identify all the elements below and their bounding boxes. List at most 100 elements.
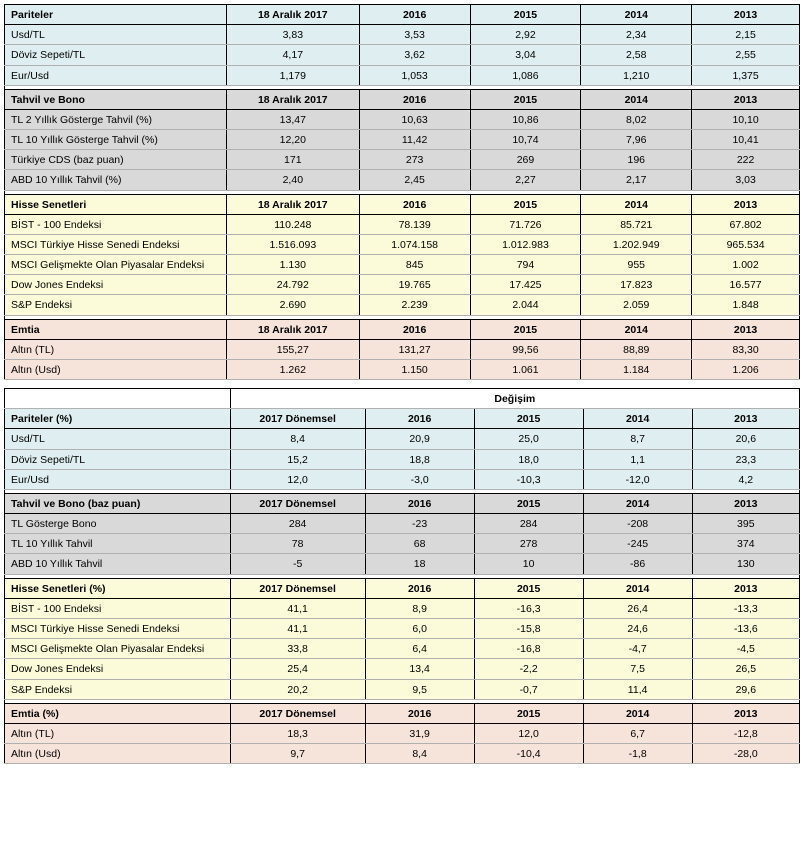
col-header: 2016 — [365, 703, 474, 723]
col-header: 2014 — [581, 194, 692, 214]
row-label: Dow Jones Endeksi — [5, 275, 227, 295]
row-label: TL 10 Yıllık Tahvil — [5, 534, 231, 554]
cell-value: 1.012.983 — [470, 234, 581, 254]
cell-value: 41,1 — [230, 618, 365, 638]
cell-value: 88,89 — [581, 339, 692, 359]
col-header: 2017 Dönemsel — [230, 578, 365, 598]
section-header: Emtia18 Aralık 20172016201520142013 — [5, 319, 800, 339]
section-title: Tahvil ve Bono (baz puan) — [5, 493, 231, 513]
cell-value: 71.726 — [470, 214, 581, 234]
col-header: 2015 — [470, 319, 581, 339]
col-header: 2016 — [365, 409, 474, 429]
cell-value: -28,0 — [692, 744, 799, 764]
cell-value: 11,4 — [583, 679, 692, 699]
row-label: Dow Jones Endeksi — [5, 659, 231, 679]
cell-value: 12,0 — [474, 723, 583, 743]
cell-value: 2,55 — [692, 45, 800, 65]
row-label: Altın (TL) — [5, 339, 227, 359]
cell-value: 24.792 — [226, 275, 359, 295]
cell-value: 3,62 — [359, 45, 470, 65]
col-header: 2013 — [692, 5, 800, 25]
cell-value: 7,96 — [581, 130, 692, 150]
table-row: TL 10 Yıllık Tahvil7868278-245374 — [5, 534, 800, 554]
cell-value: 395 — [692, 514, 799, 534]
cell-value: 23,3 — [692, 449, 799, 469]
cell-value: 18,3 — [230, 723, 365, 743]
section-header: Hisse Senetleri (%)2017 Dönemsel20162015… — [5, 578, 800, 598]
col-header: 2013 — [692, 409, 799, 429]
cell-value: 196 — [581, 150, 692, 170]
cell-value: 1.074.158 — [359, 234, 470, 254]
cell-value: 1,179 — [226, 65, 359, 85]
col-header: 2015 — [470, 89, 581, 109]
cell-value: 1.061 — [470, 359, 581, 379]
cell-value: 10,10 — [692, 109, 800, 129]
row-label: BİST - 100 Endeksi — [5, 598, 231, 618]
cell-value: 10 — [474, 554, 583, 574]
cell-value: 19.765 — [359, 275, 470, 295]
table-row: ABD 10 Yıllık Tahvil (%)2,402,452,272,17… — [5, 170, 800, 190]
row-label: Altın (Usd) — [5, 359, 227, 379]
cell-value: 67.802 — [692, 214, 800, 234]
col-header: 2015 — [470, 5, 581, 25]
cell-value: 26,5 — [692, 659, 799, 679]
row-label: TL 2 Yıllık Gösterge Tahvil (%) — [5, 109, 227, 129]
table-row: BİST - 100 Endeksi110.24878.13971.72685.… — [5, 214, 800, 234]
row-label: Usd/TL — [5, 25, 227, 45]
cell-value: 10,63 — [359, 109, 470, 129]
cell-value: 18,8 — [365, 449, 474, 469]
cell-value: 8,7 — [583, 429, 692, 449]
cell-value: -2,2 — [474, 659, 583, 679]
section-header: Pariteler (%)2017 Dönemsel20162015201420… — [5, 409, 800, 429]
cell-value: 12,20 — [226, 130, 359, 150]
cell-value: 1.150 — [359, 359, 470, 379]
cell-value: 25,0 — [474, 429, 583, 449]
row-label: S&P Endeksi — [5, 679, 231, 699]
cell-value: 6,7 — [583, 723, 692, 743]
row-label: Eur/Usd — [5, 65, 227, 85]
cell-value: 1,375 — [692, 65, 800, 85]
cell-value: 78.139 — [359, 214, 470, 234]
cell-value: 25,4 — [230, 659, 365, 679]
col-header: 2014 — [583, 493, 692, 513]
table-row: MSCI Gelişmekte Olan Piyasalar Endeksi33… — [5, 639, 800, 659]
row-label: Altın (TL) — [5, 723, 231, 743]
col-header: 2014 — [583, 578, 692, 598]
row-label: Usd/TL — [5, 429, 231, 449]
cell-value: 374 — [692, 534, 799, 554]
section-header: Pariteler18 Aralık 20172016201520142013 — [5, 5, 800, 25]
cell-value: 17.823 — [581, 275, 692, 295]
cell-value: 31,9 — [365, 723, 474, 743]
cell-value: 278 — [474, 534, 583, 554]
cell-value: -16,8 — [474, 639, 583, 659]
cell-value: -12,0 — [583, 469, 692, 489]
col-header: 18 Aralık 2017 — [226, 319, 359, 339]
cell-value: 4,17 — [226, 45, 359, 65]
cell-value: -208 — [583, 514, 692, 534]
cell-value: 10,41 — [692, 130, 800, 150]
table-row: MSCI Türkiye Hisse Senedi Endeksi1.516.0… — [5, 234, 800, 254]
section-title: Pariteler (%) — [5, 409, 231, 429]
cell-value: 284 — [474, 514, 583, 534]
cell-value: 8,9 — [365, 598, 474, 618]
cell-value: 2,27 — [470, 170, 581, 190]
col-header: 2016 — [359, 5, 470, 25]
change-values-table: DeğişimPariteler (%)2017 Dönemsel2016201… — [4, 388, 800, 764]
cell-value: 131,27 — [359, 339, 470, 359]
section-title: Tahvil ve Bono — [5, 89, 227, 109]
cell-value: 2.044 — [470, 295, 581, 315]
cell-value: 1.002 — [692, 255, 800, 275]
cell-value: 845 — [359, 255, 470, 275]
cell-value: 155,27 — [226, 339, 359, 359]
cell-value: 2.239 — [359, 295, 470, 315]
row-label: Döviz Sepeti/TL — [5, 449, 231, 469]
change-supertitle-row: Değişim — [5, 389, 800, 409]
cell-value: 2,34 — [581, 25, 692, 45]
cell-value: 41,1 — [230, 598, 365, 618]
row-label: TL 10 Yıllık Gösterge Tahvil (%) — [5, 130, 227, 150]
cell-value: -12,8 — [692, 723, 799, 743]
cell-value: 1.516.093 — [226, 234, 359, 254]
cell-value: -15,8 — [474, 618, 583, 638]
section-title: Hisse Senetleri — [5, 194, 227, 214]
cell-value: 2,40 — [226, 170, 359, 190]
